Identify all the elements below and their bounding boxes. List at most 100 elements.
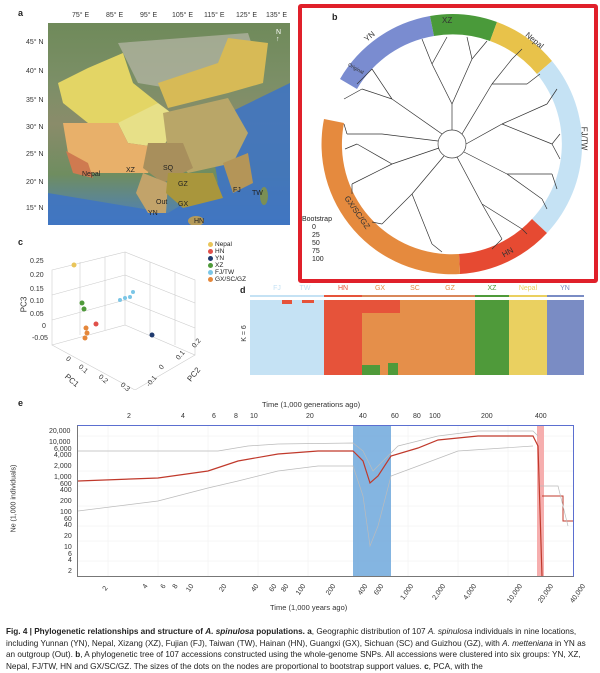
admix-fragment [302,300,314,303]
legend-item-fjtw: FJ/TW [208,269,246,276]
location-label: FJ [233,187,241,194]
lon-tick: 115° E [204,12,225,19]
x-tick: 10 [185,583,196,594]
location-label: HN [194,218,205,225]
clade-label-xz: XZ [442,16,453,25]
legend-label: FJ/TW [215,269,235,276]
caption-text: , PCA, with the [428,661,483,671]
panel-e-label: e [18,398,24,408]
caption-c-label: c [424,661,429,671]
location-label: SQ [163,165,174,172]
map-regions [48,33,290,225]
clade-label-fjtw: FJ/TW [579,126,589,151]
lat-tick: 35° N [26,97,44,104]
group-label-gx: GX [374,285,386,292]
y-tick: 2 [68,568,72,575]
group-label-fj: FJ [273,285,281,292]
y-tick: 40 [64,522,72,529]
admixture-plot [250,300,584,375]
bootstrap-value: 0 [312,224,316,231]
caption-a-label: a [307,627,312,636]
top-tick: 6 [212,413,216,420]
group-label-sc: SC [410,285,420,292]
caption-b-label: b [75,650,81,659]
group-label-tw: TW [299,285,311,292]
group-label-gz: GZ [445,285,455,292]
x-axis-title: Time (1,000 years ago) [270,603,348,612]
psmc-lines [77,426,573,577]
location-label: GZ [178,181,188,188]
legend-item-hn: HN [208,248,246,255]
y-axis-label: Ne (1,000 individuals) [10,464,18,533]
lat-tick: 25° N [26,151,44,158]
y-tick: 20,000 [49,428,71,435]
group-bar [475,295,509,297]
lon-tick: 75° E [72,12,90,19]
segment-fjtw [250,300,324,375]
top-tick: 80 [413,413,421,420]
lat-tick: 40° N [26,68,44,75]
admix-fragment [388,363,398,375]
caption-species: A. spinulosa [427,627,473,636]
top-tick: 20 [306,413,314,420]
bootstrap-value: 25 [312,232,320,239]
pc3-tick: 0.20 [30,272,44,279]
x-tick: 20 [218,583,229,594]
location-label: TW [252,190,263,197]
pc3-tick: 0.10 [30,298,44,305]
dot-icon [208,249,213,254]
legend-label: GX/SC/GZ [215,276,247,283]
pc3-tick: 0.15 [30,286,44,293]
top-tick: 4 [181,413,185,420]
x-tick: 60 [268,583,279,594]
y-tick: 4,000 [54,452,72,459]
x-tick: 40,000 [569,583,588,605]
legend-label: Nepal [215,241,232,248]
legend-item-nepal: Nepal [208,241,246,248]
lon-tick: 125° E [236,12,258,19]
top-tick: 200 [481,413,493,420]
caption-title: Fig. 4 | Phylogenetic relationships and … [6,627,305,636]
y-tick: 100 [60,509,72,516]
admix-fragment [282,300,292,304]
admix-fragment [362,365,380,375]
top-tick: 10 [250,413,258,420]
north-arrow-icon: N ↑ [276,29,282,43]
location-label: XZ [126,167,135,174]
lon-tick: 105° E [172,12,194,19]
x-tick: 2 [101,585,110,593]
group-label-nepal: Nepal [518,285,538,292]
caption-text: , Geographic distribution of 107 [311,627,428,636]
x-tick: 1,000 [399,583,416,602]
y-tick: 6 [68,551,72,558]
k-label: K = 6 [240,325,248,342]
location-label: GX [178,201,189,208]
lat-tick: 15° N [26,205,44,212]
x-tick: 600 [372,583,386,597]
x-tick: 6 [159,583,168,591]
x-tick: 80 [280,583,291,594]
location-label: Out [156,199,168,206]
panel-b-label: b [332,12,338,22]
bootstrap-value: 50 [312,240,320,247]
x-tick: 2,000 [431,583,448,602]
admix-fragment [362,300,400,313]
pc3-tick: -0.05 [32,335,48,342]
group-bar [509,295,547,297]
y-tick: 10 [64,544,72,551]
top-tick: 400 [535,413,547,420]
pc3-tick: 0.05 [30,311,44,318]
group-label-yn: YN [560,285,570,292]
y-tick: 2,000 [54,463,72,470]
y-tick: 1,000 [54,474,72,481]
pca-legend: Nepal HN YN XZ FJ/TW GX/SC/GZ [208,241,246,283]
dot-icon [208,263,213,268]
panel-a-label: a [18,8,24,18]
x-tick: 8 [171,583,180,591]
y-tick: 6,000 [54,446,72,453]
pc3-axis-label: PC3 [19,296,29,313]
caption-text: , A phylogenetic tree of 107 accessions … [6,650,581,671]
y-tick: 60 [64,516,72,523]
x-tick: 20,000 [537,583,556,605]
bootstrap-value: 75 [312,248,320,255]
